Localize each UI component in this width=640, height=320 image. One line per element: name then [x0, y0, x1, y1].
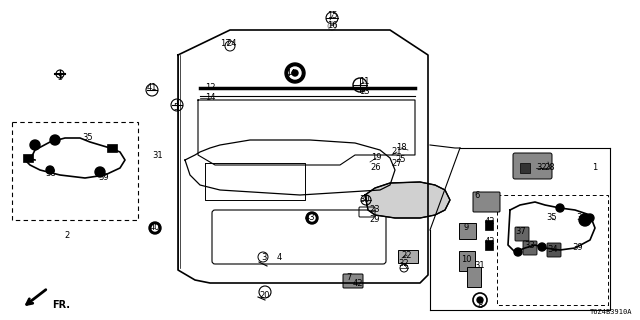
Text: 35: 35: [83, 133, 93, 142]
Circle shape: [149, 222, 161, 234]
Text: 16: 16: [326, 20, 337, 29]
Text: FR.: FR.: [52, 300, 70, 310]
FancyBboxPatch shape: [520, 163, 530, 173]
Text: 33: 33: [525, 241, 536, 250]
FancyBboxPatch shape: [459, 251, 475, 271]
FancyBboxPatch shape: [107, 144, 117, 152]
Text: 19: 19: [371, 154, 381, 163]
Circle shape: [152, 225, 158, 231]
Text: 22: 22: [402, 251, 412, 260]
Circle shape: [46, 166, 54, 174]
Text: 31: 31: [475, 260, 485, 269]
FancyBboxPatch shape: [467, 267, 481, 287]
Text: 13: 13: [358, 87, 369, 97]
Text: 14: 14: [205, 93, 215, 102]
Circle shape: [477, 297, 483, 303]
FancyBboxPatch shape: [513, 153, 552, 179]
Text: 42: 42: [484, 237, 495, 246]
Text: 8: 8: [477, 300, 483, 309]
Text: 32: 32: [537, 164, 547, 172]
Circle shape: [514, 248, 522, 256]
Circle shape: [538, 243, 546, 251]
Text: 27: 27: [392, 158, 403, 167]
Text: 42: 42: [484, 218, 495, 227]
Circle shape: [306, 212, 318, 224]
Text: 18: 18: [396, 143, 406, 153]
Text: 32: 32: [399, 260, 410, 268]
Text: 17: 17: [220, 38, 230, 47]
Circle shape: [30, 140, 40, 150]
FancyBboxPatch shape: [343, 274, 363, 288]
Text: 34: 34: [548, 245, 558, 254]
Circle shape: [292, 70, 298, 76]
Text: 36: 36: [577, 213, 588, 222]
Text: 9: 9: [463, 223, 468, 233]
FancyBboxPatch shape: [523, 241, 537, 255]
Text: 11: 11: [359, 77, 369, 86]
FancyBboxPatch shape: [459, 223, 476, 239]
Text: 31: 31: [153, 150, 163, 159]
Circle shape: [95, 167, 105, 177]
Polygon shape: [365, 182, 450, 218]
Circle shape: [579, 214, 591, 226]
Text: 6: 6: [474, 190, 480, 199]
Text: 20: 20: [260, 291, 270, 300]
Text: 25: 25: [396, 156, 406, 164]
Text: 10: 10: [461, 255, 471, 265]
Text: 35: 35: [547, 213, 557, 222]
Text: 43: 43: [305, 213, 316, 222]
Text: 39: 39: [99, 173, 109, 182]
FancyBboxPatch shape: [473, 192, 500, 212]
FancyBboxPatch shape: [547, 243, 561, 257]
Text: 38: 38: [45, 169, 56, 178]
FancyBboxPatch shape: [398, 250, 418, 263]
Text: 44: 44: [285, 68, 296, 77]
FancyBboxPatch shape: [515, 227, 529, 241]
Text: 1: 1: [593, 164, 598, 172]
Text: 15: 15: [327, 11, 337, 20]
Text: 26: 26: [371, 164, 381, 172]
FancyBboxPatch shape: [485, 240, 493, 250]
Text: 40: 40: [150, 223, 160, 233]
Text: 5: 5: [58, 73, 63, 82]
Text: 23: 23: [370, 205, 380, 214]
Text: 28: 28: [545, 164, 556, 172]
FancyBboxPatch shape: [23, 154, 33, 162]
Text: 29: 29: [370, 215, 380, 225]
Text: 7: 7: [346, 274, 352, 283]
Text: 2: 2: [65, 231, 70, 241]
Text: 41: 41: [147, 83, 157, 92]
Text: 4: 4: [276, 253, 282, 262]
Text: 3: 3: [261, 253, 267, 262]
Circle shape: [556, 204, 564, 212]
Circle shape: [289, 67, 301, 79]
Text: 12: 12: [205, 84, 215, 92]
Text: 37: 37: [516, 228, 526, 236]
Circle shape: [50, 135, 60, 145]
Circle shape: [285, 63, 305, 83]
Text: 42: 42: [353, 278, 364, 287]
FancyBboxPatch shape: [485, 220, 493, 230]
Text: 30: 30: [360, 196, 371, 204]
Text: 5: 5: [173, 102, 179, 111]
Text: 39: 39: [573, 244, 583, 252]
Circle shape: [586, 214, 594, 222]
Circle shape: [309, 215, 315, 221]
Text: 24: 24: [227, 38, 237, 47]
Text: 21: 21: [392, 148, 403, 156]
Text: T6Z4B3910A: T6Z4B3910A: [589, 309, 632, 315]
